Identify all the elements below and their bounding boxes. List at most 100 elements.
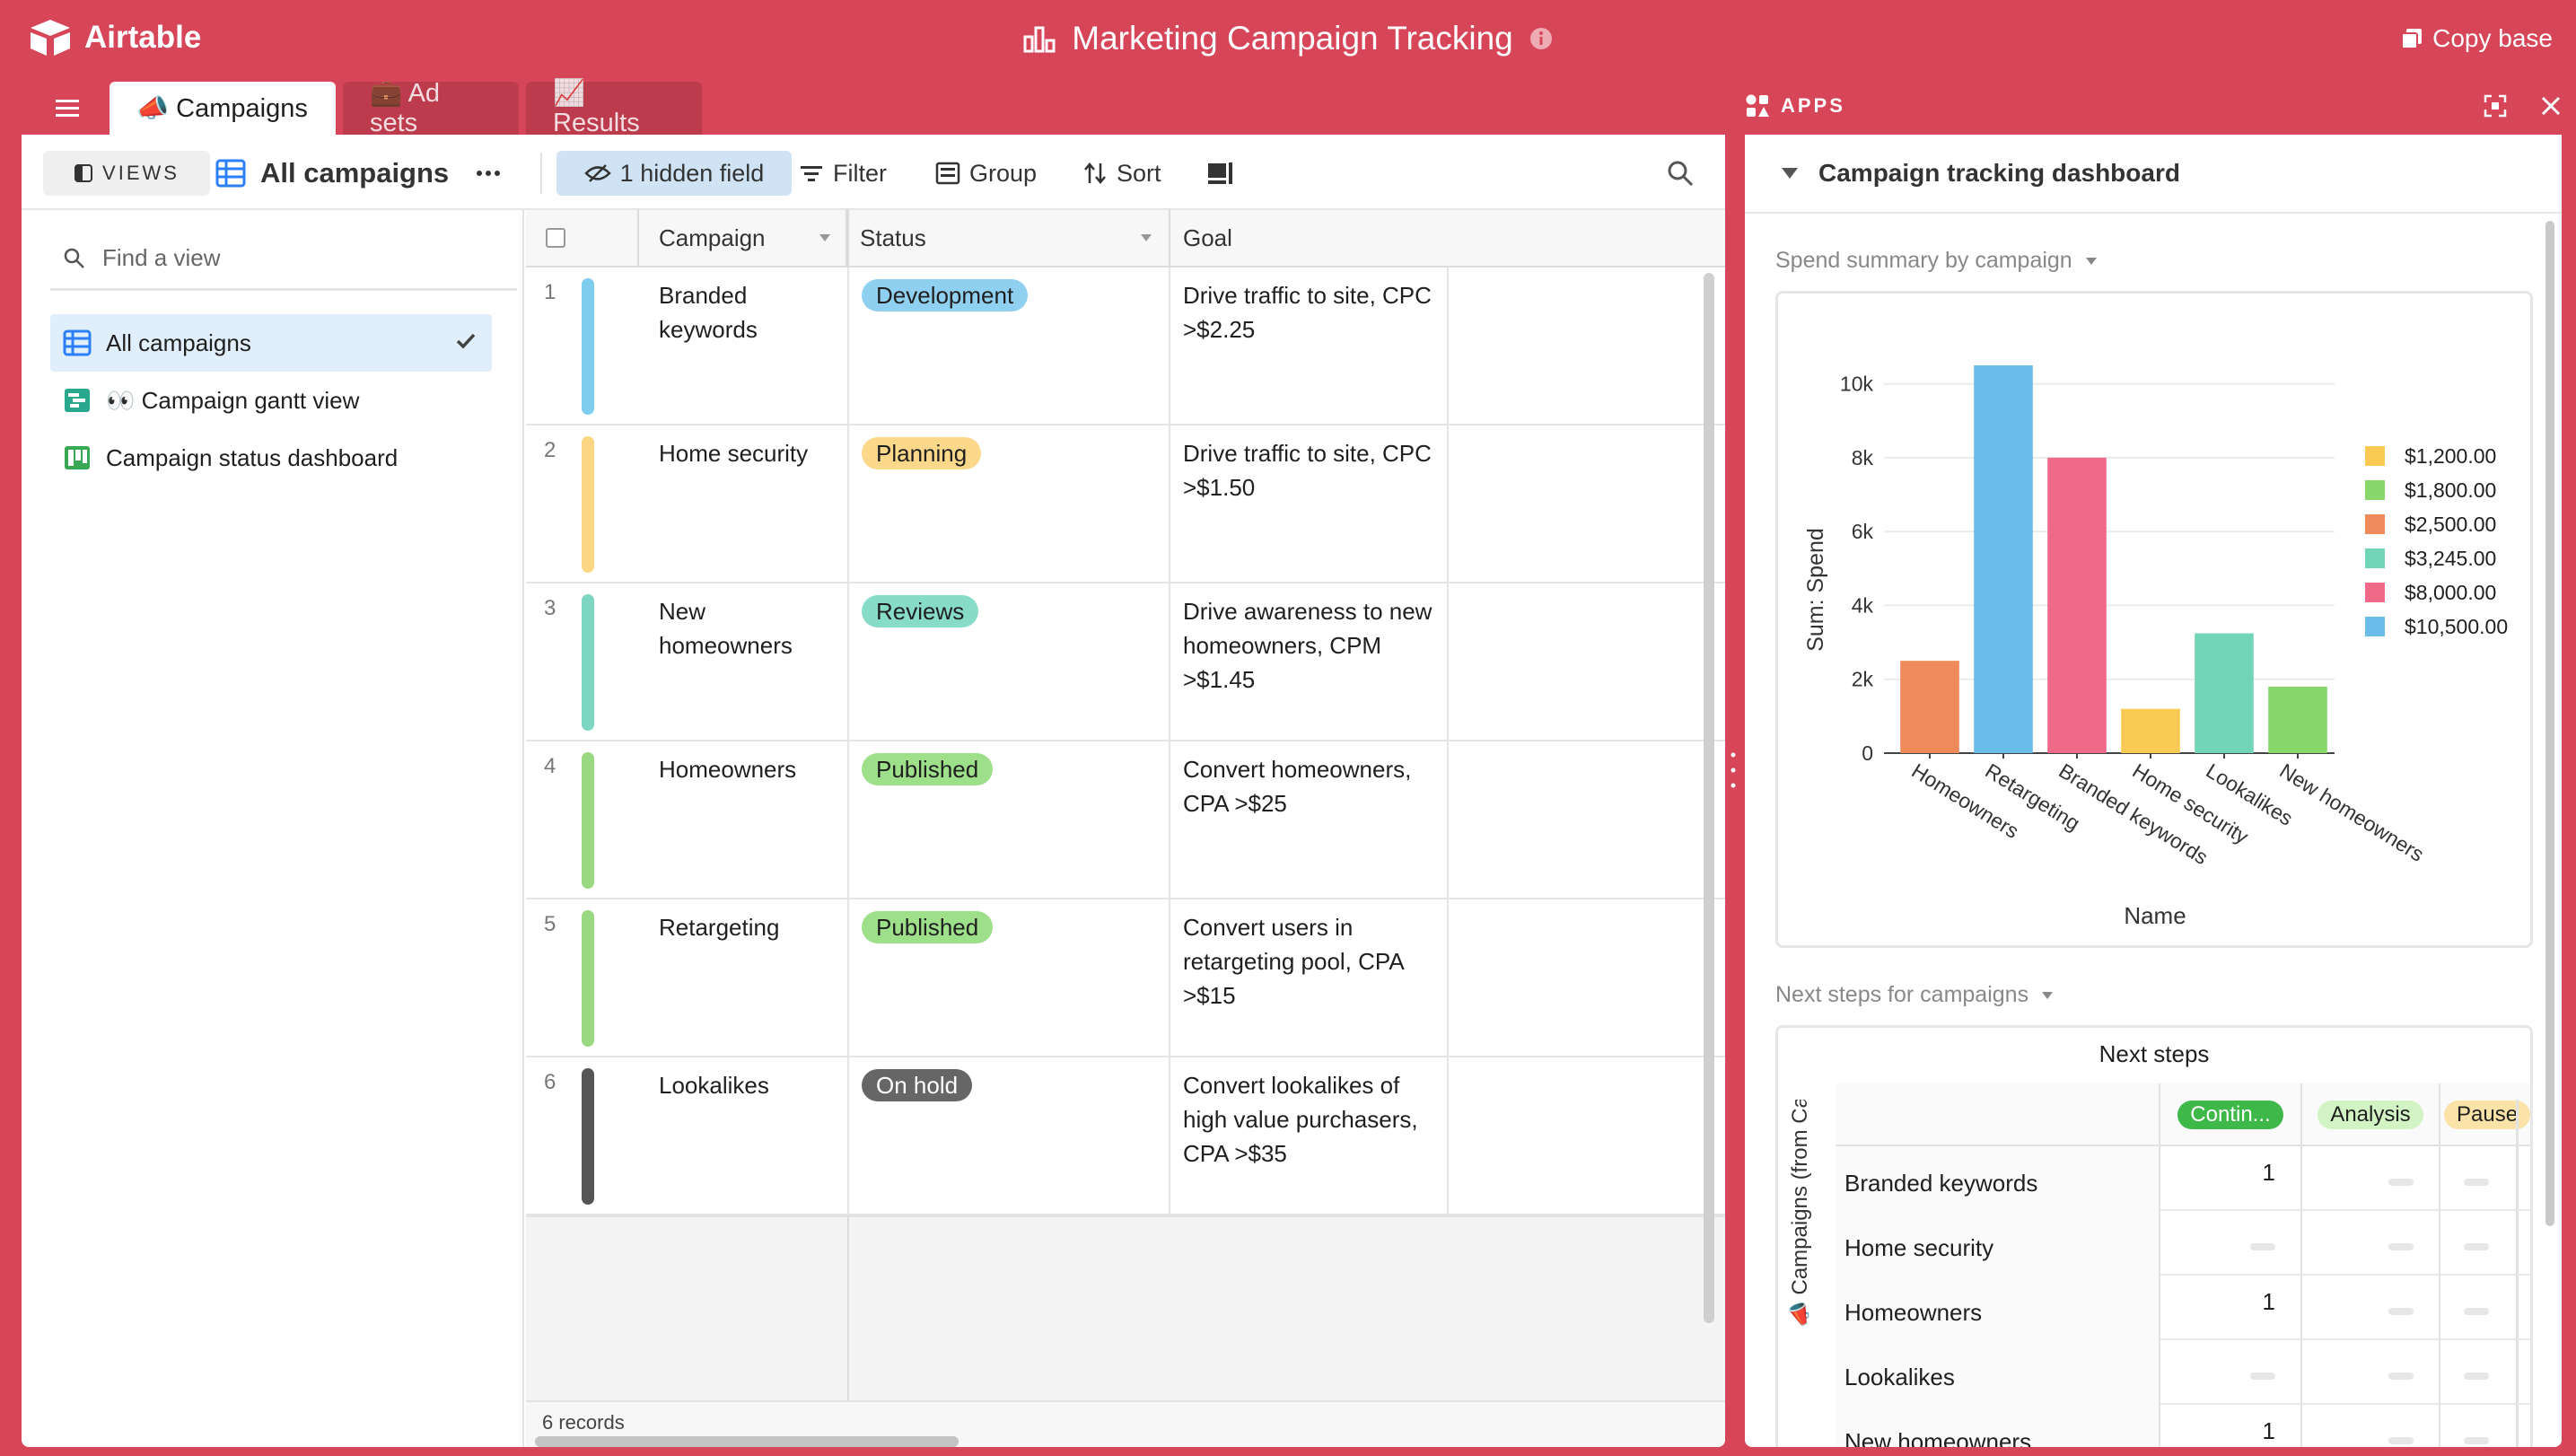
- table-row[interactable]: 6 Lookalikes On hold Convert lookalikes …: [526, 1057, 1725, 1215]
- row-color-stripe: [582, 910, 594, 1047]
- grid-vertical-scrollbar[interactable]: [1704, 273, 1714, 1323]
- checkmark-icon: [456, 332, 476, 350]
- apps-header: APPS: [1745, 88, 1845, 124]
- grid-view-icon: [63, 329, 92, 356]
- filter-button[interactable]: Filter: [799, 151, 887, 196]
- close-icon[interactable]: [2540, 95, 2562, 117]
- campaign-cell[interactable]: Lookalikes: [639, 1057, 849, 1215]
- legend-swatch: [2365, 514, 2385, 534]
- legend-swatch: [2365, 617, 2385, 636]
- sidebar-item-all-campaigns[interactable]: All campaigns: [50, 314, 492, 372]
- status-cell[interactable]: Development: [849, 268, 1170, 425]
- legend-swatch: [2365, 446, 2385, 466]
- panel-resize-handle[interactable]: [1730, 750, 1736, 790]
- table-row[interactable]: 3 New homeowners Reviews Drive awareness…: [526, 583, 1725, 741]
- chart-section-title[interactable]: Spend summary by campaign: [1775, 248, 2098, 274]
- bar: [2047, 457, 2107, 753]
- bar: [1974, 365, 2033, 753]
- copy-base-button[interactable]: Copy base: [2400, 22, 2553, 56]
- campaign-cell[interactable]: Home security: [639, 425, 849, 583]
- column-header-status[interactable]: Status: [847, 210, 1170, 268]
- chevron-down-icon[interactable]: [819, 233, 831, 242]
- caret-down-icon[interactable]: [1781, 167, 1799, 180]
- table-row[interactable]: 4 Homeowners Published Convert homeowner…: [526, 741, 1725, 899]
- search-icon: [63, 247, 86, 270]
- group-button[interactable]: Group: [935, 151, 1037, 196]
- sidebar-item-status-dashboard[interactable]: Campaign status dashboard: [50, 429, 492, 487]
- table-row[interactable]: 2 Home security Planning Drive traffic t…: [526, 425, 1725, 583]
- row-color-stripe: [582, 1068, 594, 1205]
- find-view-input[interactable]: Find a view: [50, 228, 517, 291]
- pivot-cell: [2302, 1211, 2440, 1276]
- table-row[interactable]: 1 Branded keywords Development Drive tra…: [526, 268, 1725, 425]
- pivot-row-label: New homeowners: [1836, 1405, 2160, 1447]
- status-cell[interactable]: Planning: [849, 425, 1170, 583]
- sort-button[interactable]: Sort: [1082, 151, 1161, 196]
- status-cell[interactable]: Published: [849, 741, 1170, 899]
- status-pill: Development: [862, 279, 1029, 311]
- base-title[interactable]: Marketing Campaign Tracking: [1072, 20, 1513, 57]
- table-section-title[interactable]: Next steps for campaigns: [1775, 982, 2054, 1008]
- campaign-cell[interactable]: Retargeting: [639, 899, 849, 1057]
- table-panel: VIEWS All campaigns 1 hidden field Filte…: [22, 135, 1725, 1447]
- airtable-logo[interactable]: Airtable: [27, 18, 201, 57]
- goal-cell[interactable]: Convert lookalikes of high value purchas…: [1170, 1057, 1449, 1215]
- pivot-cell: [2440, 1340, 2530, 1405]
- row-number: 5: [544, 912, 556, 936]
- y-tick-label: 2k: [1852, 668, 1874, 691]
- status-cell[interactable]: Published: [849, 899, 1170, 1057]
- goal-cell[interactable]: Drive awareness to new homeowners, CPM >…: [1170, 583, 1449, 741]
- table-row[interactable]: 5 Retargeting Published Convert users in…: [526, 899, 1725, 1057]
- row-color-stripe: [582, 278, 594, 415]
- y-tick-label: 10k: [1840, 373, 1874, 396]
- status-cell[interactable]: On hold: [849, 1057, 1170, 1215]
- row-number: 4: [544, 754, 556, 778]
- column-header-goal[interactable]: Goal: [1170, 210, 1725, 268]
- chart-section-label: Spend summary by campaign: [1775, 248, 2072, 273]
- hamburger-menu-icon[interactable]: [52, 93, 83, 124]
- column-header-campaign[interactable]: Campaign: [639, 210, 847, 268]
- chevron-down-icon[interactable]: [1140, 233, 1152, 242]
- views-toggle-button[interactable]: VIEWS: [43, 151, 210, 196]
- goal-cell[interactable]: Convert homeowners, CPA >$25: [1170, 741, 1449, 899]
- y-tick-label: 4k: [1852, 593, 1874, 617]
- status-cell[interactable]: Reviews: [849, 583, 1170, 741]
- tab-ad-sets[interactable]: 💼 Ad sets: [343, 79, 519, 137]
- base-title-bar: Marketing Campaign Tracking: [0, 16, 2576, 61]
- view-more-options-icon[interactable]: [476, 151, 501, 196]
- grid-horizontal-scrollbar[interactable]: [535, 1436, 959, 1447]
- legend-label: $1,800.00: [2405, 478, 2496, 502]
- campaign-cell[interactable]: Homeowners: [639, 741, 849, 899]
- pivot-cell: [2160, 1340, 2302, 1405]
- info-icon[interactable]: [1529, 27, 1553, 50]
- apps-icon: [1745, 93, 1770, 118]
- tab-campaigns[interactable]: 📣 Campaigns: [110, 82, 336, 135]
- filter-label: Filter: [833, 159, 887, 187]
- empty-value-dash: [2388, 1437, 2414, 1444]
- sidebar-item-label: All campaigns: [106, 329, 251, 356]
- apps-panel-scrollbar[interactable]: [2545, 221, 2554, 1226]
- dashboard-header[interactable]: Campaign tracking dashboard: [1745, 135, 2562, 214]
- pivot-cell: [2302, 1146, 2440, 1211]
- apps-panel: Campaign tracking dashboard Spend summar…: [1745, 135, 2562, 1447]
- tab-results[interactable]: 📈 Results: [526, 79, 702, 137]
- campaign-cell[interactable]: Branded keywords: [639, 268, 849, 425]
- current-view-selector[interactable]: All campaigns: [215, 151, 449, 196]
- goal-cell[interactable]: Convert users in retargeting pool, CPA >…: [1170, 899, 1449, 1057]
- hide-fields-button[interactable]: 1 hidden field: [556, 151, 792, 196]
- row-height-icon[interactable]: [1206, 151, 1235, 196]
- campaign-cell[interactable]: New homeowners: [639, 583, 849, 741]
- search-icon[interactable]: [1666, 151, 1695, 196]
- pivot-row-axis-label: 📣 Campaigns (from Campaigns tabl...: [1788, 1100, 1812, 1329]
- pivot-header-row: Contin... Analysis Pause: [1836, 1083, 2530, 1146]
- legend-label: $8,000.00: [2405, 581, 2496, 604]
- fullscreen-icon[interactable]: [2483, 93, 2508, 118]
- select-all-checkbox[interactable]: [546, 228, 565, 248]
- goal-cell[interactable]: Drive traffic to site, CPC >$2.25: [1170, 268, 1449, 425]
- filter-icon: [799, 163, 824, 183]
- row-color-stripe: [582, 752, 594, 889]
- pivot-row-axis: 📣 Campaigns (from Campaigns tabl...: [1783, 1100, 1825, 1447]
- goal-cell[interactable]: Drive traffic to site, CPC >$1.50: [1170, 425, 1449, 583]
- view-toolbar: VIEWS All campaigns 1 hidden field Filte…: [22, 135, 1725, 210]
- sidebar-item-gantt-view[interactable]: 👀 Campaign gantt view: [50, 372, 492, 429]
